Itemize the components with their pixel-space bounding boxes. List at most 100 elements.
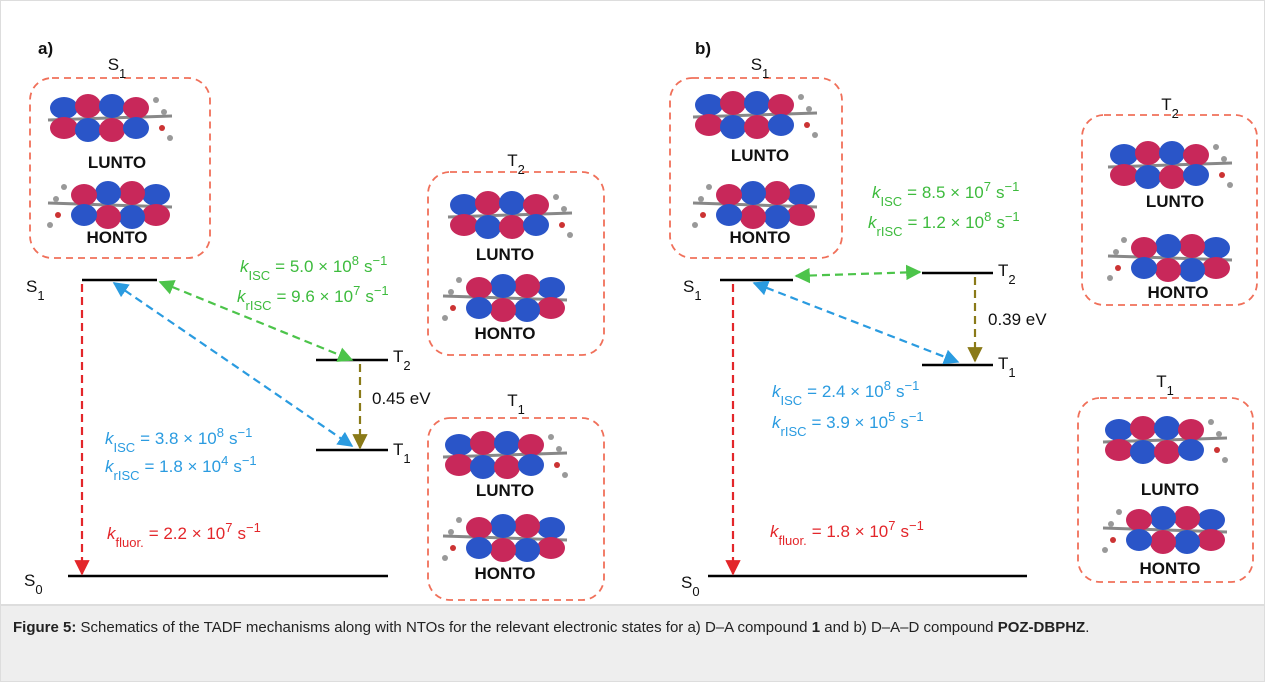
text-part: 1 [119,66,126,81]
text-part: rISC [114,468,140,483]
text-part: rISC [877,224,903,239]
text-part: ISC [114,440,136,455]
text-part: = 9.6 × 10 [277,287,354,306]
text-part: S [681,573,692,592]
text-part: s [900,413,909,432]
text-part: T [393,347,403,366]
text-part: = 2.4 × 10 [807,382,884,401]
text-part: −1 [237,425,252,440]
text-part: 8 [217,425,224,440]
text-part: s [238,524,247,543]
text-part: S [26,277,37,296]
text-part: 7 [225,520,232,535]
page: {"panels":[ {"label":"a)", "boxes":[ {"t… [0,0,1265,682]
caption-label: Figure 5: [13,619,76,636]
text-part: = 1.8 × 10 [145,457,222,476]
text-part: T [1161,95,1171,114]
nto-label: HONTO [1147,283,1208,302]
text-part: −1 [909,518,924,533]
text-part: = 3.8 × 10 [140,429,217,448]
caption: Figure 5:Schematics of the TADF mechanis… [0,605,1265,682]
text-part: = 2.2 × 10 [149,524,226,543]
text-part: S [108,55,119,74]
text-part: 0 [35,582,42,597]
text-part: 7 [888,518,895,533]
text-part: T [998,354,1008,373]
text-part: −1 [909,409,924,424]
text-part: S [683,277,694,296]
text-part: 8 [884,378,891,393]
text-part: s [901,522,910,541]
text-part: rISC [781,424,807,439]
text-part: −1 [372,253,387,268]
text-part: s [365,287,374,306]
text-part: 7 [353,283,360,298]
nto-label: LUNTO [1146,192,1204,211]
text-part: 2 [1172,106,1179,121]
text-part: ISC [781,393,803,408]
nto-label: HONTO [86,228,147,247]
energy-gap: 0.39 eV [988,310,1047,329]
text-part: 1 [518,402,525,417]
caption-compound: 1 [812,619,820,636]
nto-label: LUNTO [1141,480,1199,499]
text-part: −1 [242,453,257,468]
caption-compound: POZ-DBPHZ [998,619,1086,636]
text-part: −1 [1004,179,1019,194]
energy-gap: 0.45 eV [372,389,431,408]
figure: a)S1LUNTOHONTOT2LUNTOHONTOT1LUNTOHONTOS1… [0,0,1265,605]
text-part: S [751,55,762,74]
text-part: s [996,183,1005,202]
text-part: 2 [518,162,525,177]
text-part: T [393,440,403,459]
text-part: 8 [352,253,359,268]
text-part: fluor. [779,533,807,548]
text-part: −1 [904,378,919,393]
panel-label: a) [38,39,53,58]
text-part: s [233,457,242,476]
nto-label: LUNTO [731,146,789,165]
text-part: −1 [374,283,389,298]
text-part: T [1156,372,1166,391]
text-part: fluor. [116,535,144,550]
text-part: −1 [246,520,261,535]
text-part: 7 [984,179,991,194]
text-part: S [24,571,35,590]
caption-text: . [1085,619,1089,636]
text-part: 8 [984,209,991,224]
text-part: 2 [1008,272,1015,287]
text-part: = 5.0 × 10 [275,257,352,276]
text-part: 1 [403,451,410,466]
text-part: = 1.2 × 10 [908,213,985,232]
text-part: T [998,261,1008,280]
text-part: rISC [246,298,272,313]
text-part: = 8.5 × 10 [907,183,984,202]
text-part: s [896,382,905,401]
text-part: 5 [888,409,895,424]
text-part: ISC [881,194,903,209]
panel-label: b) [695,39,711,58]
text-part: T [507,391,517,410]
caption-text: and b) D–A–D compound [824,619,993,636]
text-part: s [229,429,238,448]
text-part: 1 [1167,383,1174,398]
text-part: 4 [221,453,228,468]
text-part: s [996,213,1005,232]
text-part: s [364,257,373,276]
text-part: 1 [694,288,701,303]
text-part: 1 [762,66,769,81]
text-part: 0 [692,584,699,599]
nto-label: LUNTO [476,481,534,500]
text-part: 2 [403,358,410,373]
figure-frame [1,1,1265,605]
nto-label: HONTO [474,324,535,343]
text-part: 1 [1008,365,1015,380]
text-part: = 3.9 × 10 [812,413,889,432]
nto-label: LUNTO [88,153,146,172]
nto-label: HONTO [1139,559,1200,578]
text-part: 1 [37,288,44,303]
nto-label: LUNTO [476,245,534,264]
text-part: −1 [1005,209,1020,224]
nto-label: HONTO [474,564,535,583]
nto-label: HONTO [729,228,790,247]
